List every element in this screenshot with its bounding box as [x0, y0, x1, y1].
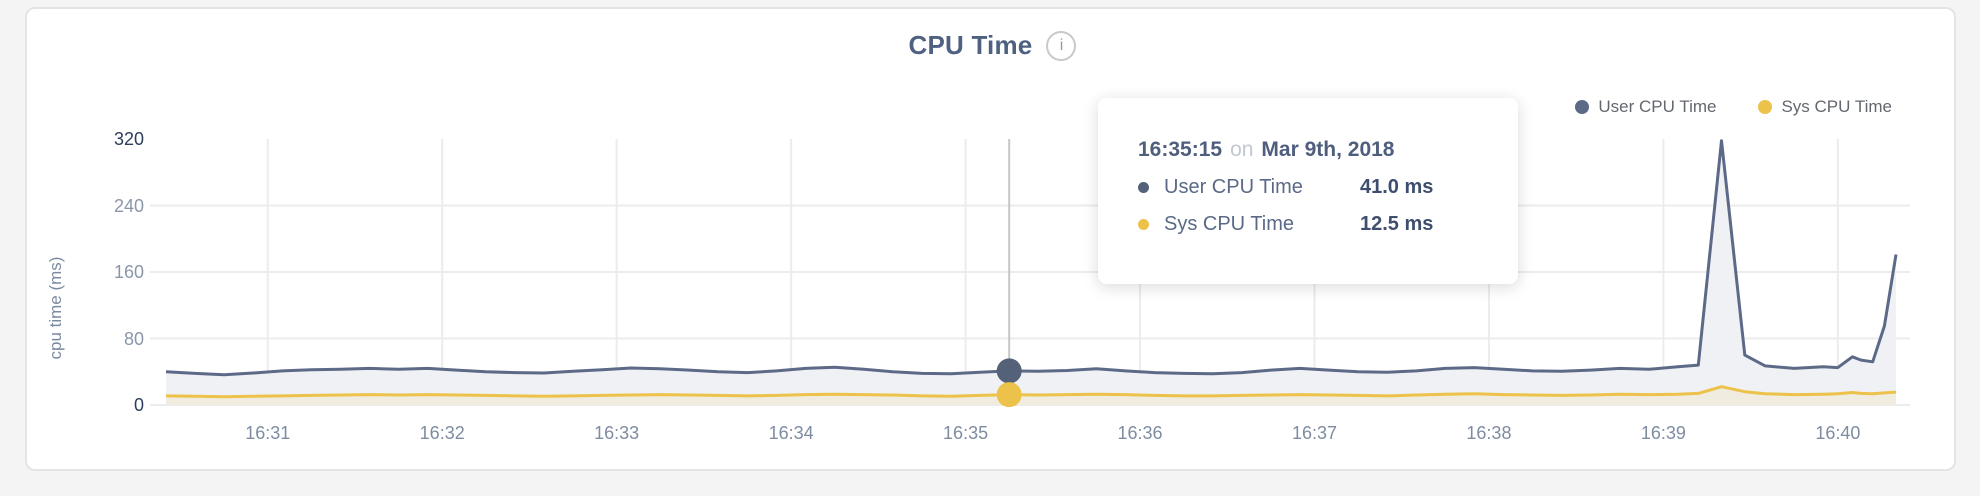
- x-tick-label: 16:34: [768, 423, 814, 443]
- tooltip-time: 16:35:15: [1138, 138, 1223, 161]
- x-tick-label: 16:31: [245, 423, 291, 443]
- user-cpu-series-dot-icon: [1575, 100, 1590, 114]
- x-tick-label: 16:40: [1815, 423, 1861, 443]
- x-tick-label: 16:39: [1640, 423, 1686, 443]
- sys-cpu-series-dot-icon: [1758, 100, 1773, 114]
- legend-label: Sys CPU Time: [1781, 97, 1892, 116]
- y-tick-label: 160: [113, 262, 144, 282]
- x-tick-label: 16:32: [419, 423, 465, 443]
- tooltip-series-label: Sys CPU Time: [1164, 213, 1295, 235]
- tooltip-series-value: 41.0 ms: [1360, 176, 1434, 198]
- y-tick-label: 320: [113, 129, 144, 149]
- legend-label: User CPU Time: [1598, 97, 1717, 116]
- tooltip-row-user: User CPU Time 41.0 ms: [1138, 176, 1518, 199]
- legend-item-user-cpu-time[interactable]: User CPU Time: [1575, 97, 1716, 117]
- legend-item-sys-cpu-time[interactable]: Sys CPU Time: [1758, 97, 1892, 117]
- info-icon[interactable]: i: [1046, 30, 1077, 61]
- x-tick-label: 16:37: [1291, 423, 1337, 443]
- x-tick-label: 16:38: [1466, 423, 1512, 443]
- tooltip-preposition: on: [1230, 138, 1254, 161]
- chart-legend: User CPU Time Sys CPU Time: [1575, 97, 1892, 117]
- tooltip-row-sys: Sys CPU Time 12.5 ms: [1138, 213, 1518, 236]
- sys-cpu-dot-icon: [1138, 219, 1149, 230]
- tooltip-series-label: User CPU Time: [1164, 176, 1303, 198]
- tooltip-date: Mar 9th, 2018: [1261, 138, 1395, 161]
- x-tick-label: 16:35: [943, 423, 989, 443]
- tooltip-series-value: 12.5 ms: [1360, 213, 1434, 235]
- x-tick-label: 16:33: [594, 423, 640, 443]
- hover-tooltip: 16:35:15 on Mar 9th, 2018 User CPU Time 41…: [1098, 98, 1518, 284]
- x-tick-label: 16:36: [1117, 423, 1163, 443]
- chart-header: CPU Time i: [25, 30, 1960, 61]
- chart-title: CPU Time: [908, 30, 1033, 60]
- y-tick-label: 80: [123, 328, 144, 349]
- user-cpu-dot-icon: [1138, 182, 1149, 193]
- y-tick-label: 240: [113, 195, 144, 216]
- tooltip-timestamp: 16:35:15 on Mar 9th, 2018: [1138, 138, 1518, 162]
- y-tick-label: 0: [133, 395, 144, 415]
